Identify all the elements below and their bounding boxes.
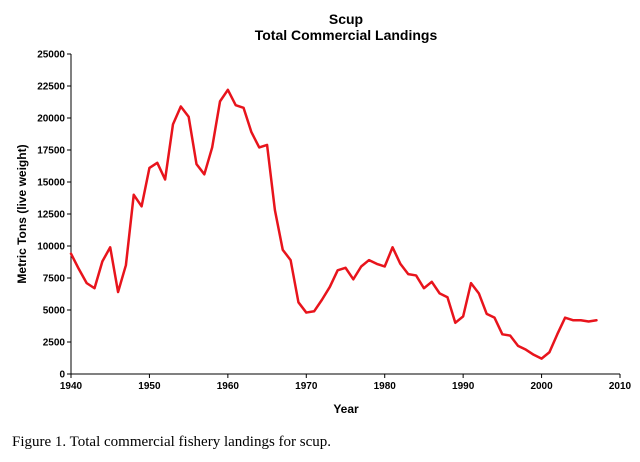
x-axis-ticks: 1940 1950 1960 1970 1980 1990 2000 2010 <box>60 374 632 392</box>
x-tick-label: 1980 <box>374 381 397 392</box>
y-tick-label: 12500 <box>37 210 65 221</box>
x-tick-label: 1940 <box>60 381 83 392</box>
chart-title: Scup <box>328 11 364 27</box>
y-axis-ticks: 0 2500 5000 7500 10000 12500 15000 17500 20000 22… <box>37 50 71 381</box>
y-axis-label: Metric Tons (live weight) <box>15 144 29 283</box>
x-tick-label: 1990 <box>452 381 475 392</box>
chart-subtitle: Total Commercial Landings <box>254 27 438 43</box>
y-tick-label: 15000 <box>37 178 65 189</box>
y-tick-label: 7500 <box>43 274 66 285</box>
series-line <box>69 88 598 360</box>
y-tick-label: 0 <box>59 370 65 381</box>
y-tick-label: 20000 <box>37 114 65 125</box>
x-tick-label: 2010 <box>609 381 632 392</box>
x-axis-label: Year <box>333 402 359 416</box>
y-tick-label: 25000 <box>37 50 65 61</box>
x-tick-label: 1960 <box>217 381 240 392</box>
x-tick-label: 1950 <box>138 381 161 392</box>
x-tick-label: 2000 <box>530 381 553 392</box>
y-tick-label: 10000 <box>37 242 65 253</box>
y-tick-label: 2500 <box>43 338 66 349</box>
y-tick-label: 5000 <box>43 306 66 317</box>
y-tick-label: 22500 <box>37 82 65 93</box>
y-tick-label: 17500 <box>37 146 65 157</box>
x-tick-label: 1970 <box>295 381 318 392</box>
figure-caption: Figure 1. Total commercial fishery landi… <box>12 434 332 450</box>
